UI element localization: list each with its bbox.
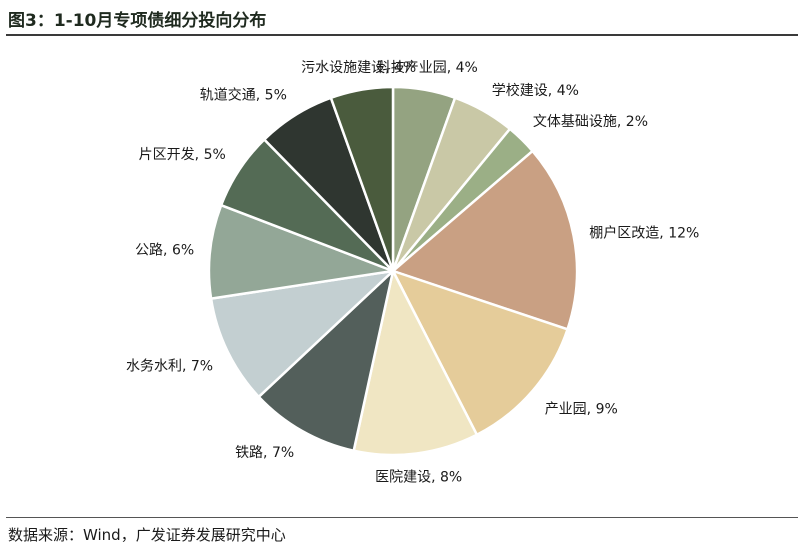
pie-slice — [207, 203, 395, 300]
pie-slice — [352, 269, 479, 457]
slice-label: 产业园, 9% — [545, 401, 618, 417]
pie-slice — [391, 149, 579, 331]
slice-label: 公路, 6% — [135, 243, 194, 259]
pie-labels: 科技产业园, 4% 学校建设, 4% 文体基础设施, 2% 棚户区改造, 12% 产业园… — [126, 60, 699, 485]
source-rule — [6, 517, 798, 518]
slice-label: 轨道交通, 5% — [200, 87, 287, 104]
slice-label: 片区开发, 5% — [139, 147, 226, 163]
slice-label: 医院建设, 8% — [375, 469, 462, 485]
slice-label: 学校建设, 4% — [492, 82, 579, 99]
pie-slices — [207, 85, 579, 457]
slice-label: 污水设施建设, 4% — [301, 60, 416, 76]
pie-slice — [257, 269, 395, 453]
slice-label: 文体基础设施, 2% — [533, 113, 648, 130]
slice-label: 科技产业园, 4% — [377, 60, 478, 76]
pie-slice — [209, 269, 395, 399]
pie-slice — [329, 85, 395, 273]
slice-label: 棚户区改造, 12% — [589, 225, 699, 242]
figure-title: 图3：1-10月专项债细分投向分布 — [8, 11, 267, 31]
source-note: 数据来源：Wind，广发证券发展研究中心 — [8, 526, 286, 544]
pie-chart: 科技产业园, 4% 学校建设, 4% 文体基础设施, 2% 棚户区改造, 12% 产业园… — [126, 60, 699, 485]
title-rule — [6, 34, 798, 36]
pie-slice — [391, 269, 569, 437]
slice-label: 水务水利, 7% — [126, 358, 213, 374]
slice-label: 铁路, 7% — [235, 445, 294, 461]
